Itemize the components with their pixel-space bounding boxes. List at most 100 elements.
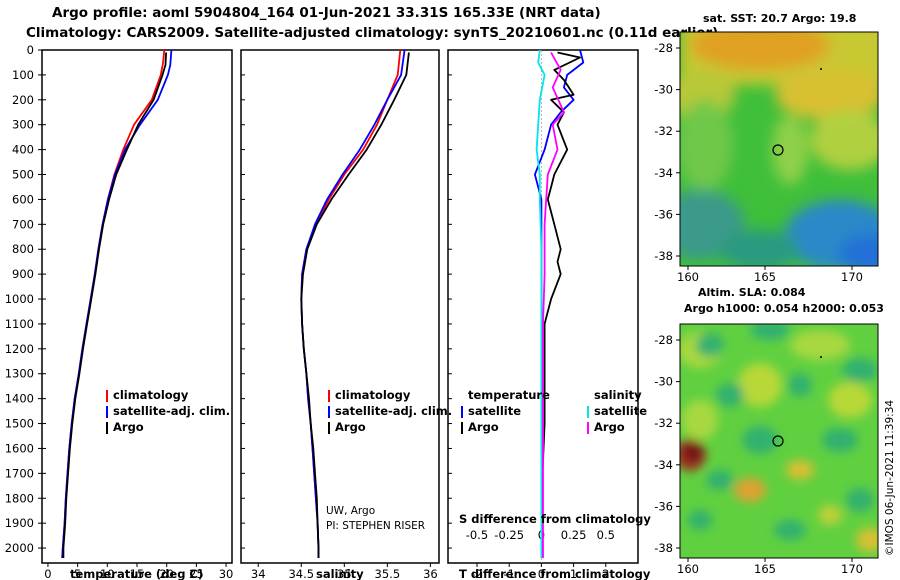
imos-watermark: ©IMOS 06-Jun-2021 11:39:34	[884, 400, 896, 556]
legend-label-satellite: satellite-adj. clim.	[335, 404, 452, 418]
temperature-legend: climatology satellite-adj. clim. Argo	[106, 388, 230, 434]
credit-line-1: UW, Argo	[326, 505, 375, 517]
depth-tick-label: 400	[12, 143, 34, 157]
legend-title-salinity: salinity	[594, 388, 642, 402]
sst-map	[679, 31, 879, 267]
x-tick-label: 0	[538, 567, 545, 580]
sla-map-title-1: Altim. SLA: 0.084	[698, 286, 806, 299]
lat-tick-label: -38	[654, 541, 673, 555]
x-tick-label: 2	[602, 567, 609, 580]
temperature-axis-label: temperature (deg C)	[70, 567, 203, 580]
legend-label-climatology: climatology	[335, 388, 411, 402]
x-tick-label: 35.5	[375, 567, 401, 580]
series-line	[540, 51, 581, 558]
depth-tick-label: 500	[12, 168, 34, 182]
sla-map-axes: 160 165 170 -28 -30 -32 -34 -36 -38	[654, 333, 863, 576]
depth-tick-label: 1700	[5, 466, 34, 480]
lon-tick-label: 170	[841, 562, 863, 576]
x-tick-label: 34.5	[288, 567, 314, 580]
lat-tick-label: -32	[654, 416, 673, 430]
legend-label-t-argo: Argo	[468, 420, 499, 434]
legend-label-s-satellite: satellite	[594, 404, 647, 418]
legend-label-t-satellite: satellite	[468, 404, 521, 418]
lat-tick-label: -32	[654, 124, 673, 138]
depth-tick-label: 0	[27, 43, 34, 57]
x-tick-label: 0	[44, 567, 51, 580]
lat-tick-label: -38	[654, 249, 673, 263]
x-tick-label: -2	[471, 567, 482, 580]
lat-tick-label: -34	[654, 166, 673, 180]
x-tick-label: 1	[570, 567, 577, 580]
x-tick-label: 36	[423, 567, 438, 580]
depth-tick-label: 800	[12, 242, 34, 256]
lon-tick-label: 170	[841, 270, 863, 284]
header-line-2: Climatology: CARS2009. Satellite-adjuste…	[26, 25, 719, 41]
depth-tick-label: 100	[12, 68, 34, 82]
depth-tick-label: 200	[12, 93, 34, 107]
salinity-chart: 34 34.5 35 35.5 36	[241, 49, 438, 580]
series-line	[535, 49, 546, 558]
depth-tick-label: 1800	[5, 491, 34, 505]
top-tick-label: -0.5	[466, 528, 488, 542]
lat-tick-label: -28	[654, 333, 673, 347]
depth-tick-label: 300	[12, 118, 34, 132]
depth-tick-label: 1100	[5, 317, 34, 331]
legend-label-argo: Argo	[335, 420, 366, 434]
x-tick-label: 25	[189, 567, 204, 580]
depth-tick-label: 1300	[5, 367, 34, 381]
x-tick-label: 20	[159, 567, 174, 580]
top-tick-label: 0.5	[597, 528, 615, 542]
depth-tick-label: 1600	[5, 441, 34, 455]
legend-label-argo: Argo	[113, 420, 144, 434]
x-tick-label: -1	[503, 567, 514, 580]
salinity-panel-frame	[240, 49, 440, 564]
difference-chart: -2 -1 0 1 2-0.5 -0.25 0 0.25 0.5	[448, 49, 615, 580]
legend-label-climatology: climatology	[113, 388, 189, 402]
depth-tick-label: 1900	[5, 516, 34, 530]
top-tick-label: 0.25	[561, 528, 587, 542]
sla-map	[679, 323, 879, 559]
x-tick-label: 35	[337, 567, 352, 580]
sla-map-title-2: Argo h1000: 0.054 h2000: 0.053	[684, 302, 884, 315]
x-tick-label: 15	[130, 567, 145, 580]
x-tick-label: 30	[219, 567, 234, 580]
sst-map-axes: 160 165 170 -28 -30 -32 -34 -36 -38	[654, 41, 863, 284]
legend-label-satellite: satellite-adj. clim.	[113, 404, 230, 418]
lon-tick-label: 160	[677, 562, 699, 576]
series-line	[542, 52, 565, 558]
header-line-1: Argo profile: aoml 5904804_164 01-Jun-20…	[52, 5, 601, 21]
t-difference-axis-label: T difference from climatology	[459, 567, 651, 580]
depth-tick-label: 1500	[5, 417, 34, 431]
salinity-legend: climatology satellite-adj. clim. Argo UW…	[326, 388, 452, 532]
depth-tick-label: 600	[12, 192, 34, 206]
legend-title-temperature: temperature	[468, 388, 550, 402]
depth-tick-label: 2000	[5, 541, 34, 555]
series-line	[300, 52, 410, 558]
salinity-axis-label: salinity	[316, 567, 364, 580]
depth-tick-label: 700	[12, 217, 34, 231]
temperature-chart: 0 5 10 15 20 25 30	[42, 49, 234, 580]
lon-tick-label: 165	[754, 562, 776, 576]
lat-tick-label: -36	[654, 207, 673, 221]
depth-tick-label: 900	[12, 267, 34, 281]
s-difference-axis-label: S difference from climatology	[459, 512, 651, 526]
top-tick-label: -0.25	[494, 528, 524, 542]
legend-label-s-argo: Argo	[594, 420, 625, 434]
lat-tick-label: -34	[654, 458, 673, 472]
depth-tick-label: 1000	[5, 292, 34, 306]
depth-tick-label: 1400	[5, 392, 34, 406]
series-line	[62, 52, 167, 558]
lat-tick-label: -36	[654, 499, 673, 513]
lat-tick-label: -30	[654, 83, 673, 97]
lon-tick-label: 165	[754, 270, 776, 284]
credit-line-2: PI: STEPHEN RISER	[326, 520, 425, 532]
argo-position-marker	[772, 435, 784, 447]
lat-tick-label: -28	[654, 41, 673, 55]
difference-legend: temperature satellite Argo salinity sate…	[459, 388, 651, 526]
depth-axis: 0 100 200 300 400 500 600 700 800 900 1000 1100 1200…	[5, 43, 42, 555]
sst-map-title: sat. SST: 20.7 Argo: 19.8	[703, 12, 857, 25]
argo-position-marker	[772, 144, 784, 156]
lon-tick-label: 160	[677, 270, 699, 284]
x-tick-label: 10	[100, 567, 115, 580]
